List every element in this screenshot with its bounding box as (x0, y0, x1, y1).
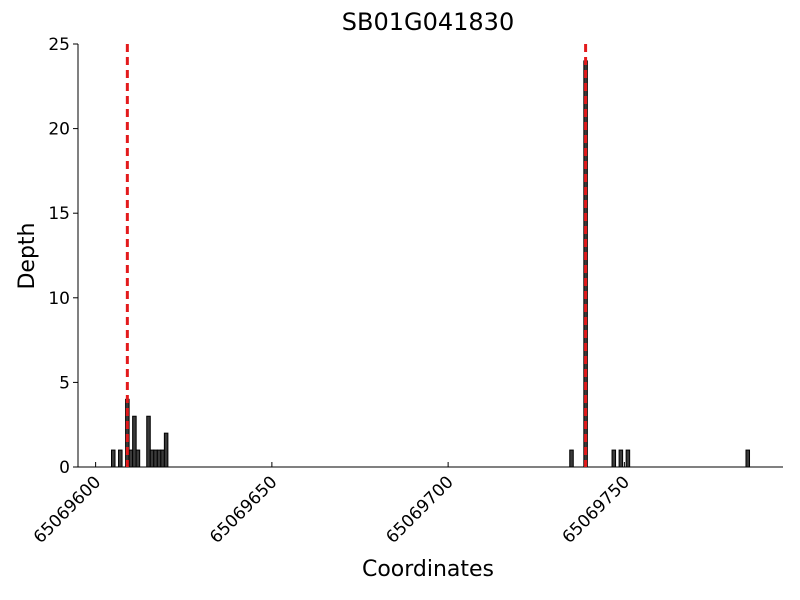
bar (625, 449, 631, 468)
x-tick-label: 65069700 (382, 472, 457, 547)
bar (618, 449, 624, 468)
x-axis-label: Coordinates (362, 557, 494, 582)
y-tick-label: 0 (59, 458, 70, 478)
bar (118, 449, 123, 468)
bar (132, 415, 137, 468)
x-tick-label: 65069600 (30, 472, 105, 547)
bar (583, 60, 588, 468)
y-tick-label: 15 (48, 204, 70, 224)
bar (153, 449, 158, 468)
bar (135, 449, 141, 468)
y-tick-label: 10 (48, 289, 70, 309)
y-tick-label: 25 (48, 35, 70, 55)
bar (163, 432, 169, 468)
bar (611, 449, 617, 468)
bar (149, 449, 155, 468)
y-tick-label: 5 (59, 373, 70, 393)
bar (156, 449, 162, 468)
bar (146, 415, 151, 468)
x-tick-label: 65069750 (559, 472, 634, 547)
bar (110, 449, 116, 468)
x-tick-label: 65069650 (206, 472, 281, 547)
y-axis-label: Depth (15, 222, 40, 289)
bar (128, 449, 134, 468)
chart-title: SB01G041830 (342, 8, 514, 36)
bar (569, 449, 574, 468)
bar (745, 449, 751, 468)
y-tick-label: 20 (48, 120, 70, 140)
bar (160, 449, 165, 468)
